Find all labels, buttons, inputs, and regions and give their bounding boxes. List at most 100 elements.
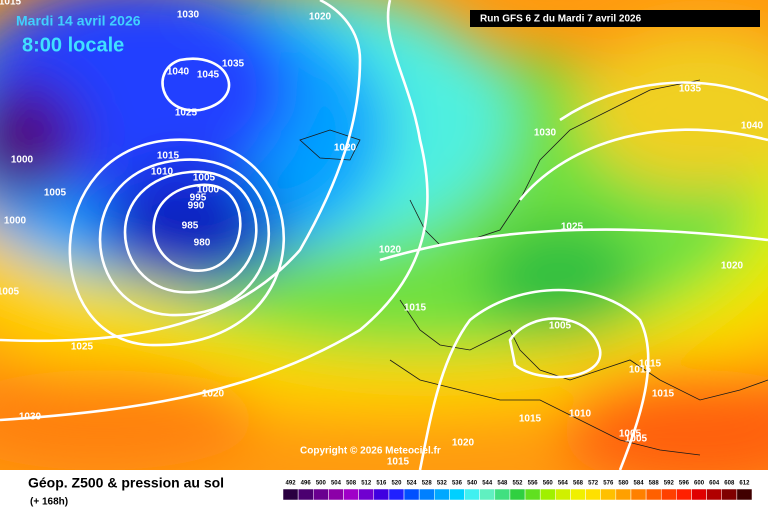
legend-swatch xyxy=(615,488,632,501)
legend-label: 528 xyxy=(422,481,433,487)
legend-label: 600 xyxy=(694,481,705,487)
legend-label: 572 xyxy=(588,481,599,487)
isobar-label: 1000 xyxy=(197,185,220,196)
legend-swatch xyxy=(479,488,496,501)
legend-label: 496 xyxy=(301,481,312,487)
isobar-label: 1020 xyxy=(721,261,744,272)
isobar-label: 1015 xyxy=(0,0,22,8)
legend-label: 512 xyxy=(361,481,372,487)
legend-label: 540 xyxy=(467,481,478,487)
isobar-label: 1010 xyxy=(569,409,592,420)
legend-label: 508 xyxy=(346,481,357,487)
legend-swatch xyxy=(721,488,738,501)
isobar-label: 1025 xyxy=(71,342,94,353)
legend-swatch xyxy=(691,488,707,501)
legend-label: 524 xyxy=(407,481,418,487)
isobar-label: 1015 xyxy=(639,359,662,370)
legend-label: 544 xyxy=(482,481,493,487)
legend-label: 492 xyxy=(286,481,297,487)
isobar-label: 980 xyxy=(194,238,211,249)
run-box xyxy=(470,10,760,27)
isobar-label: 1000 xyxy=(4,216,27,227)
legend-label: 532 xyxy=(437,481,448,487)
field xyxy=(0,0,768,470)
legend-swatch xyxy=(282,488,299,501)
isobar-label: 1005 xyxy=(193,173,216,184)
legend-label: 568 xyxy=(573,481,584,487)
isobar-label: 1015 xyxy=(652,389,675,400)
isobar-label: 1015 xyxy=(157,151,180,162)
caption-title: Géop. Z500 & pression au sol xyxy=(28,475,224,491)
isobar-label: 1025 xyxy=(561,222,584,233)
isobar-label: 1015 xyxy=(519,414,542,425)
legend-label: 520 xyxy=(391,481,402,487)
legend-label: 608 xyxy=(724,481,735,487)
isobar-label: 1040 xyxy=(167,67,190,78)
legend-swatch xyxy=(555,488,571,501)
isobar-label: 1010 xyxy=(151,167,174,178)
legend-swatch xyxy=(449,488,465,501)
legend-label: 500 xyxy=(316,481,327,487)
legend-swatch xyxy=(524,488,541,501)
isobar-label: 1040 xyxy=(741,121,764,132)
run-info: Run GFS 6 Z du Mardi 7 avril 2026 xyxy=(480,14,642,25)
isobar-label: 1015 xyxy=(629,365,652,376)
isobar-label: 1005 xyxy=(549,321,572,332)
legend-swatch xyxy=(509,488,526,501)
isobar-label: 1025 xyxy=(175,108,198,119)
legend-swatch xyxy=(494,488,511,501)
isobar-label: 1005 xyxy=(44,188,67,199)
legend-label: 516 xyxy=(376,481,387,487)
isobar-label: 990 xyxy=(188,201,205,212)
legend-label: 536 xyxy=(452,481,463,487)
legend-swatch xyxy=(570,488,586,501)
legend-swatch xyxy=(343,488,359,501)
legend-label: 596 xyxy=(679,481,690,487)
isobar-label: 1030 xyxy=(19,412,42,423)
forecast-date: Mardi 14 avril 2026 xyxy=(16,13,141,29)
legend-swatch xyxy=(297,488,314,501)
isobar-label: 1020 xyxy=(452,438,475,449)
isobar-label: 1000 xyxy=(11,155,34,166)
forecast-time: 8:00 locale xyxy=(22,34,124,56)
legend-swatch xyxy=(645,488,662,501)
isobar-label: 1020 xyxy=(379,245,402,256)
legend-label: 564 xyxy=(558,481,569,487)
legend-swatch xyxy=(736,488,753,501)
legend-swatch xyxy=(418,488,435,501)
legend-label: 584 xyxy=(634,481,645,487)
legend-swatch xyxy=(539,488,556,501)
legend-label: 504 xyxy=(331,481,342,487)
caption-lead: (+ 168h) xyxy=(30,497,68,508)
legend-label: 576 xyxy=(603,481,614,487)
isobar-label: 1035 xyxy=(222,59,245,70)
legend-label: 556 xyxy=(528,481,539,487)
isobar-label: 1005 xyxy=(625,434,648,445)
isobar-label: 985 xyxy=(182,221,199,232)
isobar-label: 1035 xyxy=(679,84,702,95)
legend-swatch xyxy=(630,488,647,501)
isobar-label: 1030 xyxy=(534,128,557,139)
isobar-label: 1020 xyxy=(309,12,332,23)
legend-swatch xyxy=(388,488,405,501)
legend-label: 560 xyxy=(543,481,554,487)
isobar-label: 1020 xyxy=(202,389,225,400)
legend-swatch xyxy=(373,488,390,501)
legend-label: 592 xyxy=(664,481,675,487)
isobar-label: 1045 xyxy=(197,70,220,81)
isobar-label: 1015 xyxy=(404,303,427,314)
legend-swatch xyxy=(706,488,722,501)
isobar-label: 1015 xyxy=(387,457,410,468)
legend-swatch xyxy=(585,488,601,501)
legend-label: 552 xyxy=(512,481,523,487)
legend-label: 548 xyxy=(497,481,508,487)
legend-swatch xyxy=(403,488,420,501)
legend-swatch xyxy=(464,488,480,501)
legend-label: 588 xyxy=(649,481,660,487)
copyright: Copyright © 2026 Meteociel.fr xyxy=(300,446,441,457)
legend-swatch xyxy=(328,488,344,501)
isobar-label: 1030 xyxy=(177,10,200,21)
legend-label: 604 xyxy=(709,481,720,487)
isobar-label: 1005 xyxy=(619,429,642,440)
